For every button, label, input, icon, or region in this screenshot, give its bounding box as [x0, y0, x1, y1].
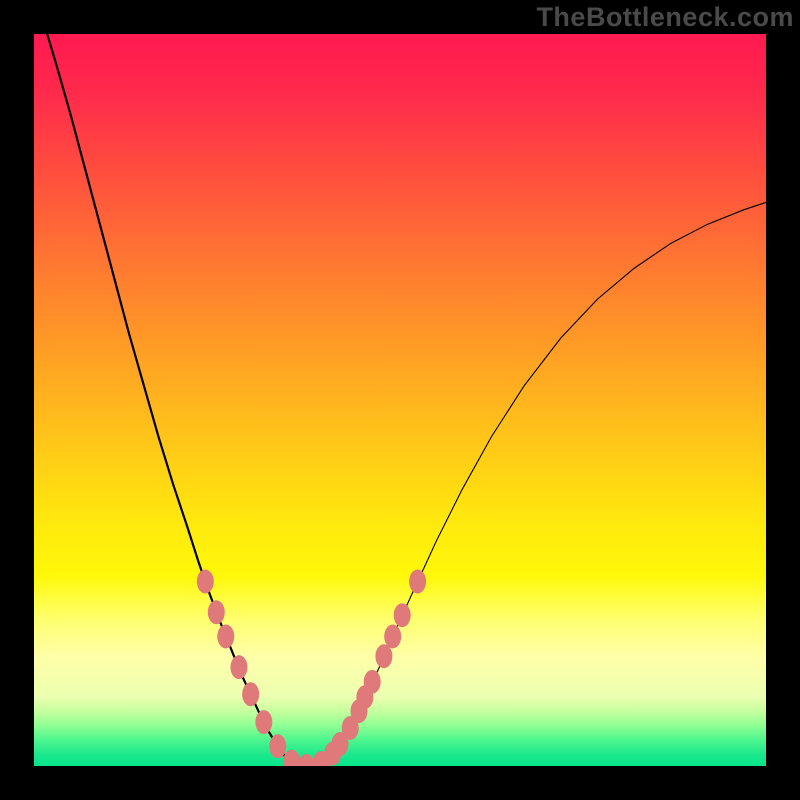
marker-point	[384, 624, 401, 648]
gradient-background	[34, 34, 766, 766]
marker-point	[269, 734, 286, 758]
marker-point	[375, 644, 392, 668]
plot-area	[34, 34, 766, 766]
marker-point	[364, 670, 381, 694]
watermark-text: TheBottleneck.com	[536, 2, 794, 33]
marker-point	[255, 710, 272, 734]
marker-point	[230, 655, 247, 679]
marker-point	[217, 624, 234, 648]
marker-point	[242, 682, 259, 706]
marker-point	[409, 570, 426, 594]
bottleneck-curve-chart	[34, 34, 766, 766]
figure-frame: TheBottleneck.com	[0, 0, 800, 800]
marker-point	[208, 600, 225, 624]
marker-point	[197, 570, 214, 594]
marker-point	[394, 603, 411, 627]
